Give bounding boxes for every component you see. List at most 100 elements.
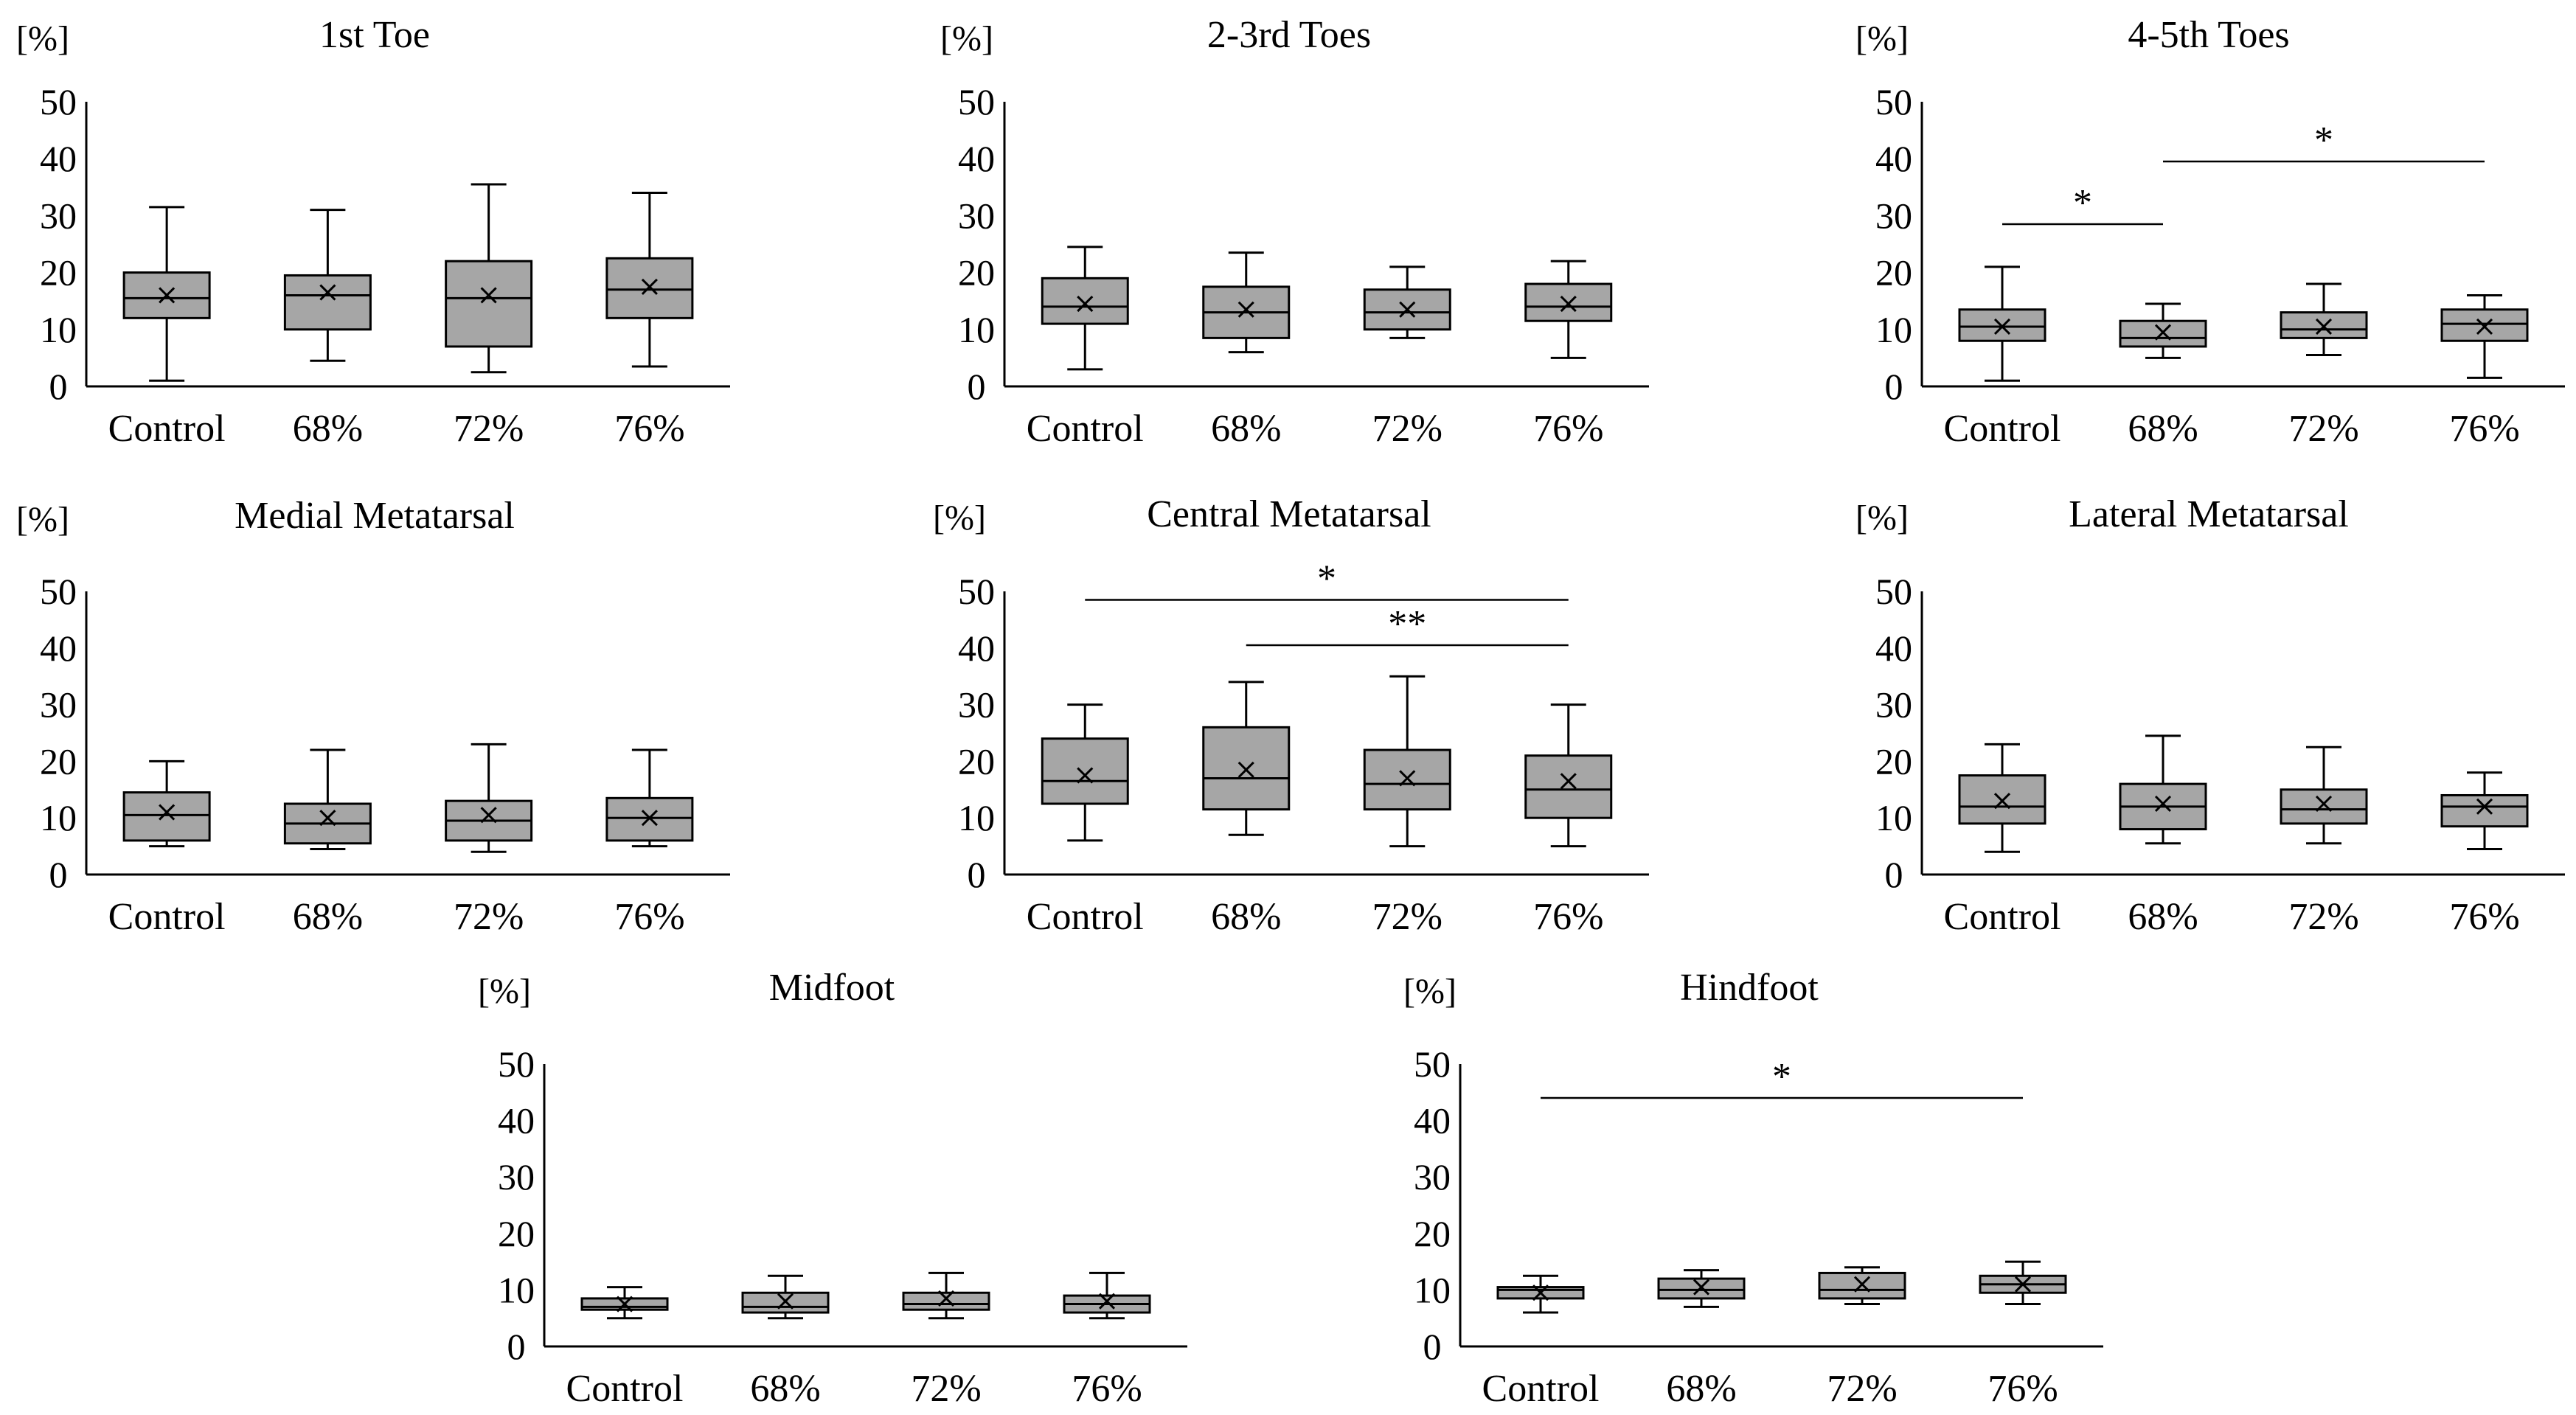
box-0 — [1041, 246, 1129, 371]
y-tick-label: 50 — [498, 1043, 535, 1085]
mean-marker — [1098, 1293, 1116, 1310]
mean-marker — [159, 287, 176, 304]
mean-marker — [2315, 318, 2333, 336]
y-tick-label: 40 — [958, 138, 995, 179]
y-tick-label: 40 — [1875, 627, 1912, 669]
mean-marker-stroke — [777, 1293, 794, 1310]
x-tick-label: Control — [108, 896, 226, 938]
box-0 — [1041, 703, 1129, 842]
chart-panel: Hindfoot [%] 0 10 20 30 40 50 Control 68% 72% 76% * — [1403, 967, 2103, 1410]
mean-marker — [937, 1290, 955, 1307]
box-2 — [1363, 265, 1451, 339]
mean-marker-stroke — [1693, 1279, 1710, 1296]
mean-marker-stroke — [319, 810, 336, 827]
x-tick-label: 72% — [454, 408, 524, 450]
mean-marker-stroke — [2476, 318, 2493, 336]
box-3 — [2440, 771, 2529, 850]
mean-marker — [1077, 767, 1094, 784]
iqr-box — [1524, 282, 1613, 322]
mean-marker-stroke — [2154, 795, 2172, 813]
chart-panel: 1st Toe [%] 0 10 20 30 40 50 Control 68% 72% 76% — [16, 14, 730, 450]
iqr-box — [1041, 277, 1129, 325]
x-tick-label: 68% — [293, 408, 363, 450]
y-tick-label: 10 — [1414, 1269, 1451, 1310]
box-2 — [445, 183, 533, 374]
y-tick-label: 10 — [40, 309, 77, 350]
mean-marker — [1993, 793, 2011, 810]
mean-marker-stroke — [616, 1296, 633, 1313]
mean-marker-stroke — [937, 1290, 955, 1307]
mean-marker-stroke — [1560, 295, 1577, 313]
y-tick-label: 30 — [40, 684, 77, 726]
y-tick-label: 40 — [40, 138, 77, 179]
chart-title: 4-5th Toes — [2128, 14, 2289, 56]
box-1 — [741, 1274, 830, 1320]
mean-marker-stroke — [2315, 795, 2333, 813]
box-2 — [902, 1271, 990, 1320]
y-tick-label: 20 — [1414, 1213, 1451, 1254]
iqr-box — [1657, 1277, 1746, 1300]
box-3 — [1524, 260, 1613, 359]
y-tick-label: 30 — [1875, 684, 1912, 726]
mean-marker-stroke — [1399, 770, 1416, 787]
chart-panel: 2-3rd Toes [%] 0 10 20 30 40 50 Control 68% 72% 76% — [940, 14, 1649, 450]
iqr-box — [122, 271, 211, 319]
x-tick-label: 68% — [1211, 896, 1281, 938]
chart-panel: 4-5th Toes [%] 0 10 20 30 40 50 Control 68% 72% 76%… — [1855, 14, 2565, 450]
y-tick-label: 50 — [958, 571, 995, 612]
box-2 — [1818, 1266, 1906, 1306]
y-tick-label: 50 — [1875, 571, 1912, 612]
x-tick-label: 76% — [2449, 896, 2519, 938]
mean-marker-stroke — [1237, 761, 1254, 778]
mean-marker-stroke — [2014, 1276, 2032, 1293]
x-tick-label: 76% — [614, 408, 684, 450]
box-3 — [1979, 1260, 2067, 1306]
box-2 — [1363, 675, 1451, 848]
chart-panel: Central Metatarsal [%] 0 10 20 30 40 50 Control 6… — [933, 493, 1649, 938]
mean-marker-stroke — [159, 804, 176, 821]
box-3 — [605, 192, 694, 368]
significance-bracket: * — [1541, 1056, 2023, 1099]
mean-marker — [1399, 770, 1416, 787]
x-tick-label: 68% — [2128, 896, 2198, 938]
x-tick-label: 72% — [454, 896, 524, 938]
chart-title: Midfoot — [769, 967, 895, 1009]
x-tick-label: 76% — [2449, 408, 2519, 450]
x-tick-label: 68% — [1666, 1368, 1736, 1410]
mean-marker-stroke — [1399, 301, 1416, 318]
box-0 — [1496, 1274, 1585, 1314]
x-tick-label: 72% — [2288, 408, 2358, 450]
box-1 — [283, 209, 372, 362]
y-axis-label: [%] — [1855, 19, 1909, 58]
mean-marker-stroke — [2476, 798, 2493, 815]
mean-marker — [480, 807, 497, 824]
y-tick-label: 30 — [1414, 1156, 1451, 1197]
mean-marker — [777, 1293, 794, 1310]
iqr-box — [902, 1291, 990, 1311]
x-tick-label: 68% — [750, 1368, 820, 1410]
box-1 — [1202, 681, 1291, 836]
mean-marker — [616, 1296, 633, 1313]
y-tick-label: 20 — [1875, 740, 1912, 782]
y-tick-label: 50 — [40, 81, 77, 122]
y-tick-label: 0 — [1885, 366, 1903, 407]
y-tick-label: 0 — [968, 854, 986, 895]
significance-bracket: ** — [1246, 603, 1569, 647]
mean-marker-stroke — [641, 278, 658, 295]
chart-title: 2-3rd Toes — [1207, 14, 1371, 56]
x-tick-label: 76% — [1987, 1368, 2058, 1410]
mean-marker — [480, 287, 497, 304]
y-tick-label: 20 — [958, 252, 995, 293]
significance-label: * — [2314, 119, 2333, 161]
box-3 — [605, 748, 694, 848]
x-tick-label: Control — [108, 408, 226, 450]
mean-marker — [319, 284, 336, 301]
x-tick-label: Control — [1944, 896, 2061, 938]
box-1 — [1657, 1269, 1746, 1308]
box-3 — [1524, 703, 1613, 848]
mean-marker — [641, 278, 658, 295]
y-tick-label: 10 — [958, 797, 995, 838]
mean-marker-stroke — [1098, 1293, 1116, 1310]
mean-marker — [1237, 761, 1254, 778]
